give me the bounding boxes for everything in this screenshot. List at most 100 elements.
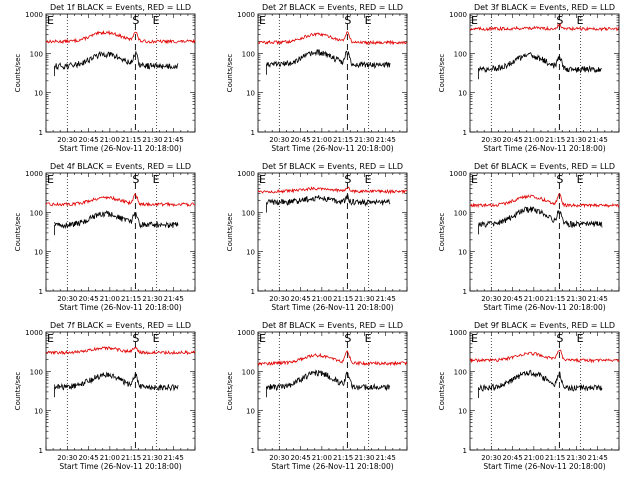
- x-tick-label: 21:15: [333, 454, 353, 462]
- y-tick-label: 10: [34, 90, 43, 98]
- marker-label: E: [47, 14, 54, 27]
- y-axis-label: Counts/sec: [438, 213, 446, 252]
- y-tick-label: 1: [463, 288, 467, 296]
- plot-frame: [257, 172, 408, 292]
- x-tick-label: 21:00: [312, 295, 332, 303]
- marker-label: E: [259, 173, 266, 186]
- marker-label: E: [259, 14, 266, 27]
- marker-label: E: [153, 14, 160, 27]
- x-tick-label: 21:15: [121, 136, 141, 144]
- y-tick-label: 1: [39, 288, 43, 296]
- x-tick-label: 21:45: [164, 295, 184, 303]
- y-axis-label: Counts/sec: [14, 213, 22, 252]
- x-tick-label: 21:30: [142, 295, 162, 303]
- marker-label: E: [577, 332, 584, 345]
- y-tick-label: 100: [242, 368, 255, 376]
- lld-series-line: [45, 193, 196, 208]
- y-tick-label: 10: [458, 90, 467, 98]
- x-tick-label: 20:45: [78, 136, 98, 144]
- marker-label: S: [132, 173, 139, 186]
- marker-label: S: [132, 332, 139, 345]
- x-axis-label: Start Time (26-Nov-11 20:18:00): [483, 144, 605, 153]
- panel-title: Det 2f BLACK = Events, RED = LLD: [262, 3, 403, 12]
- y-tick-label: 10: [458, 408, 467, 416]
- y-tick-label: 1: [251, 288, 255, 296]
- marker-label: E: [47, 173, 54, 186]
- y-axis-label: Counts/sec: [14, 54, 22, 93]
- plot-frame: [469, 172, 620, 292]
- x-tick-label: 21:45: [376, 295, 396, 303]
- plot-frame: [45, 331, 196, 451]
- x-tick-label: 20:30: [269, 295, 289, 303]
- panel-8: Det 8f BLACK = Events, RED = LLD 1 10 100 10…: [226, 321, 408, 471]
- lld-series-line: [258, 31, 408, 46]
- y-tick-label: 1000: [449, 329, 467, 337]
- x-tick-label: 21:30: [566, 136, 586, 144]
- y-tick-label: 10: [34, 408, 43, 416]
- marker-label: E: [365, 332, 372, 345]
- panel-title: Det 1f BLACK = Events, RED = LLD: [50, 3, 191, 12]
- panel-2: Det 2f BLACK = Events, RED = LLD 1 10 100 10…: [226, 3, 408, 153]
- x-tick-label: 20:30: [57, 454, 77, 462]
- y-tick-label: 1: [463, 129, 467, 137]
- panel-title: Det 5f BLACK = Events, RED = LLD: [262, 162, 403, 171]
- marker-label: E: [153, 332, 160, 345]
- y-tick-label: 1: [39, 129, 43, 137]
- x-tick-label: 20:45: [502, 454, 522, 462]
- panel-4: Det 4f BLACK = Events, RED = LLD 1 10 100 10…: [14, 162, 196, 312]
- plot-frame: [257, 331, 408, 451]
- x-axis-label: Start Time (26-Nov-11 20:18:00): [271, 462, 393, 471]
- events-series-line: [54, 50, 179, 71]
- x-tick-label: 20:45: [290, 295, 310, 303]
- y-tick-label: 1: [39, 447, 43, 455]
- marker-label: E: [471, 332, 478, 345]
- marker-label: S: [344, 173, 351, 186]
- x-tick-label: 20:30: [481, 136, 501, 144]
- events-series-line: [478, 52, 603, 74]
- x-tick-label: 20:30: [481, 295, 501, 303]
- x-tick-label: 20:45: [78, 295, 98, 303]
- lld-series-line: [469, 349, 620, 364]
- x-tick-label: 21:00: [524, 136, 544, 144]
- marker-label: E: [153, 173, 160, 186]
- x-axis-label: Start Time (26-Nov-11 20:18:00): [59, 462, 181, 471]
- panel-7: Det 7f BLACK = Events, RED = LLD 1 10 100 10…: [14, 321, 196, 471]
- x-tick-label: 21:00: [524, 295, 544, 303]
- x-tick-label: 21:00: [100, 454, 120, 462]
- x-tick-label: 21:30: [566, 295, 586, 303]
- x-tick-label: 21:30: [354, 454, 374, 462]
- marker-label: E: [365, 173, 372, 186]
- y-tick-label: 10: [246, 408, 255, 416]
- x-tick-label: 21:15: [121, 454, 141, 462]
- x-tick-label: 21:15: [121, 295, 141, 303]
- x-tick-label: 20:30: [57, 136, 77, 144]
- y-tick-label: 100: [242, 209, 255, 217]
- panel-3: Det 3f BLACK = Events, RED = LLD 1 10 100 10…: [438, 3, 620, 153]
- lld-series-line: [470, 193, 620, 209]
- y-tick-label: 1000: [25, 329, 43, 337]
- x-tick-label: 21:15: [333, 295, 353, 303]
- marker-label: E: [471, 173, 478, 186]
- x-tick-label: 21:00: [312, 136, 332, 144]
- x-tick-label: 20:45: [502, 136, 522, 144]
- panel-6: Det 6f BLACK = Events, RED = LLD 1 10 100 10…: [438, 162, 620, 312]
- x-tick-label: 20:45: [502, 295, 522, 303]
- x-tick-label: 21:00: [524, 454, 544, 462]
- y-tick-label: 1000: [237, 170, 255, 178]
- x-tick-label: 21:30: [142, 454, 162, 462]
- x-tick-label: 20:30: [269, 136, 289, 144]
- x-tick-label: 21:15: [545, 454, 565, 462]
- x-tick-label: 21:30: [354, 295, 374, 303]
- x-axis-label: Start Time (26-Nov-11 20:18:00): [59, 303, 181, 312]
- marker-label: S: [344, 14, 351, 27]
- y-axis-label: Counts/sec: [14, 372, 22, 411]
- y-tick-label: 1000: [449, 170, 467, 178]
- y-tick-label: 100: [454, 209, 467, 217]
- panel-5: Det 5f BLACK = Events, RED = LLD 1 10 100 10…: [226, 162, 408, 312]
- panel-title: Det 4f BLACK = Events, RED = LLD: [50, 162, 191, 171]
- lld-series-line: [469, 22, 619, 32]
- y-tick-label: 1000: [449, 11, 467, 19]
- y-tick-label: 1: [251, 447, 255, 455]
- x-tick-label: 20:30: [269, 454, 289, 462]
